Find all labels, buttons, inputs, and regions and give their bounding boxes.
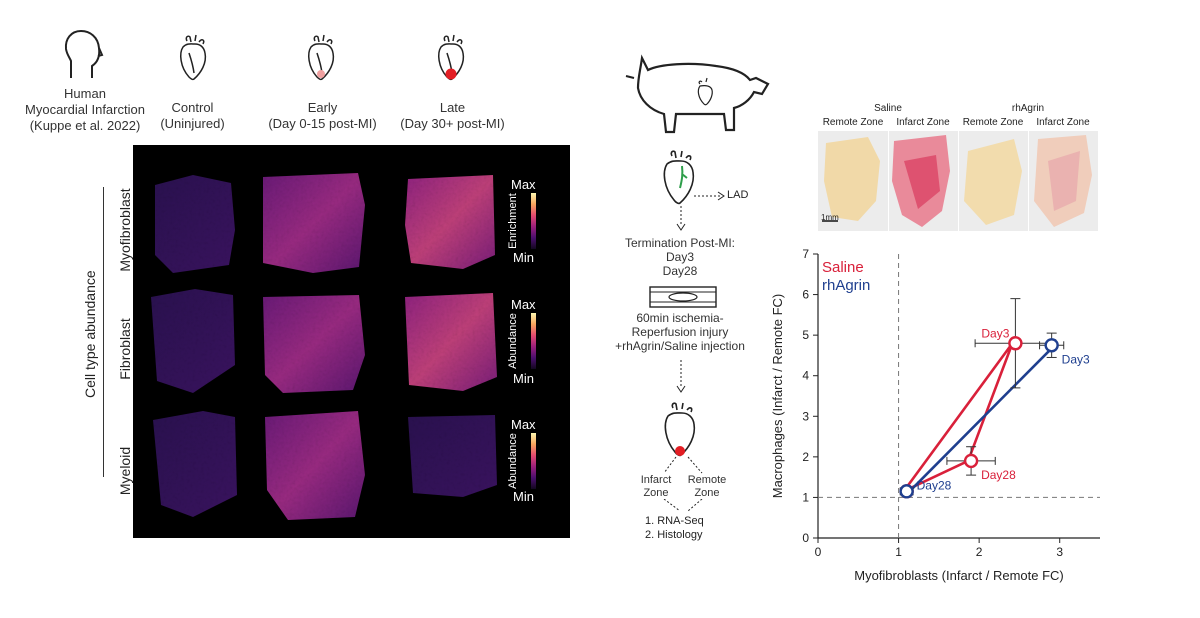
legend-saline: Saline xyxy=(822,259,864,276)
y-tick-label: 4 xyxy=(802,369,809,383)
merge-arrows xyxy=(663,499,703,512)
x-tick-label: 1 xyxy=(895,545,902,559)
data-point-rhagrin xyxy=(1044,338,1059,353)
split-arrows xyxy=(663,456,703,474)
heart-infarct-icon xyxy=(664,402,696,457)
human-label: Human Myocardial Infarction (Kuppe et al. … xyxy=(25,86,145,133)
y-tick-label: 6 xyxy=(802,288,809,302)
heart-late-icon xyxy=(438,34,465,81)
histo-caption-4: Infarct Zone xyxy=(1036,117,1090,128)
scale-max-1: Max xyxy=(511,177,536,192)
pig-icon xyxy=(625,54,770,134)
lad-arrow xyxy=(694,191,725,201)
row-label-fibroblast: Fibroblast xyxy=(117,318,133,380)
fold-change-chart: 0 1 2 3 0 1 2 3 4 5 6 7 Myofibroblasts (Infarct / Re… xyxy=(770,247,1100,583)
data-point-saline xyxy=(963,453,979,469)
scale-title-1: Enrichment xyxy=(507,193,519,249)
steps-label: 1. RNA-Seq 2. Histology xyxy=(645,515,704,541)
x-axis-label: Myofibroblasts (Infarct / Remote FC) xyxy=(854,568,1064,583)
x-tick-label: 3 xyxy=(1056,545,1063,559)
point-label: Day3 xyxy=(1062,352,1090,366)
termination-label: Termination Post-MI: Day3 Day28 xyxy=(624,236,736,278)
group-rhagrin-label: rhAgrin xyxy=(1011,103,1045,114)
infarct-zone-label: Infarct Zone xyxy=(640,474,672,499)
late-label: Late (Day 30+ post-MI) xyxy=(400,100,505,131)
histo-saline-remote xyxy=(824,137,880,221)
down-arrow-1 xyxy=(676,206,686,231)
row-label-myeloid: Myeloid xyxy=(117,446,133,496)
colorbar-2 xyxy=(531,313,536,369)
x-tick-label: 0 xyxy=(815,545,822,559)
scale-min-2: Min xyxy=(513,371,534,386)
tissue-maps xyxy=(133,145,570,538)
injury-label: 60min ischemia- Reperfusion injury +rhAgri… xyxy=(615,311,745,353)
series-line-saline xyxy=(902,342,1014,493)
legend-rhagrin: rhAgrin xyxy=(822,277,870,294)
y-axis-label: Macrophages (Infarct / Remote FC) xyxy=(770,294,785,498)
scale-title-3: Abundance xyxy=(507,433,519,489)
histo-caption-3: Remote Zone xyxy=(962,117,1024,128)
point-label: Day3 xyxy=(981,326,1009,340)
point-label: Day28 xyxy=(981,468,1016,482)
colorbar-3 xyxy=(531,433,536,489)
scale-min-3: Min xyxy=(513,489,534,504)
scale-min-1: Min xyxy=(513,250,534,265)
colorbar-1 xyxy=(531,193,536,249)
heart-early-icon xyxy=(308,34,335,81)
outer-bracket xyxy=(103,187,104,477)
early-label: Early (Day 0-15 post-MI) xyxy=(268,100,377,131)
y-tick-label: 0 xyxy=(802,531,809,545)
row-label-myofibroblast: Myofibroblast xyxy=(117,188,133,272)
heart-lad-icon xyxy=(663,150,695,205)
cell-type-abundance-label: Cell type abundance xyxy=(82,270,98,398)
group-saline-label: Saline xyxy=(874,103,902,114)
remote-zone-label: Remote Zone xyxy=(687,474,727,499)
histo-rhagrin-remote xyxy=(964,139,1022,225)
y-tick-label: 7 xyxy=(802,247,809,261)
scale-bar-label: 1mm xyxy=(821,213,839,222)
y-tick-label: 3 xyxy=(802,409,809,423)
x-tick-label: 2 xyxy=(976,545,983,559)
y-tick-label: 1 xyxy=(802,490,809,504)
down-arrow-2 xyxy=(676,360,686,393)
point-label: Day28 xyxy=(917,478,952,492)
scale-max-2: Max xyxy=(511,297,536,312)
y-tick-label: 2 xyxy=(802,450,809,464)
spatial-abundance-panel: Max Min Enrichment Max Min Abundance Max… xyxy=(133,145,570,538)
data-point-saline xyxy=(1008,336,1023,351)
heart-control-icon xyxy=(180,34,207,81)
control-label: Control (Uninjured) xyxy=(160,100,225,131)
human-head-icon xyxy=(64,29,104,78)
scale-max-3: Max xyxy=(511,417,536,432)
y-tick-label: 5 xyxy=(802,328,809,342)
data-point-rhagrin xyxy=(899,484,914,499)
histo-caption-1: Remote Zone xyxy=(822,117,884,128)
scale-title-2: Abundance xyxy=(507,313,519,369)
histo-caption-2: Infarct Zone xyxy=(896,117,950,128)
lad-label: LAD xyxy=(727,189,749,201)
histology-images xyxy=(818,131,1098,231)
catheter-icon xyxy=(649,286,717,308)
